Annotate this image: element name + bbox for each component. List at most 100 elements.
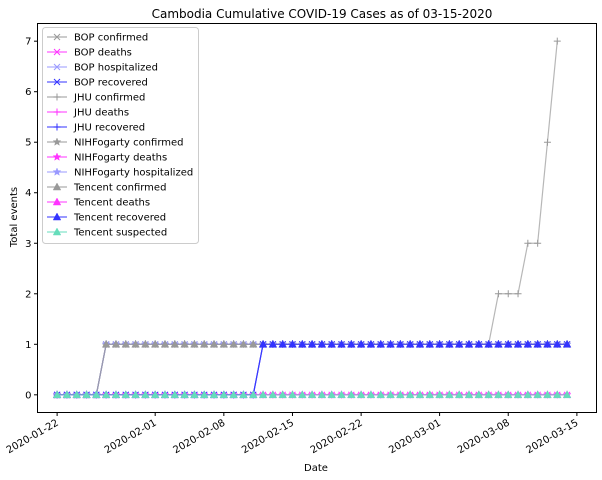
series-bop-hospitalized [53, 340, 571, 399]
series-line-nihfogarty-confirmed [57, 343, 568, 396]
data-point [386, 390, 395, 399]
legend-entry-tencent-suspected: Tencent suspected [47, 227, 167, 239]
series-line-bop-confirmed [57, 343, 568, 396]
legend-swatch-marker [53, 33, 61, 41]
data-point [405, 390, 415, 399]
data-point [484, 390, 493, 399]
y-tick-label: 0 [25, 390, 31, 401]
data-point [219, 339, 229, 348]
plot-frame [37, 23, 597, 413]
legend-swatch-marker [52, 182, 62, 191]
data-point [180, 390, 189, 399]
data-point [337, 339, 346, 348]
data-point [415, 339, 425, 348]
data-point [101, 339, 111, 348]
data-point [209, 339, 219, 348]
data-point [249, 339, 258, 348]
data-point [62, 390, 72, 399]
legend-entry-bop-deaths: BOP deaths [47, 48, 132, 59]
data-point [111, 390, 121, 399]
x-tick-label: 2020-03-15 [525, 418, 581, 457]
series-line-nihfogarty-hospitalized [57, 343, 568, 396]
data-point [278, 390, 287, 399]
data-point [405, 339, 415, 348]
legend-entry-jhu-confirmed: JHU confirmed [47, 93, 145, 104]
data-point [317, 390, 327, 399]
legend-label: BOP deaths [74, 48, 132, 59]
legend-label: NIHFogarty confirmed [74, 138, 184, 149]
legend-label: JHU confirmed [73, 93, 145, 104]
data-point [190, 339, 199, 348]
x-tick-label: 2020-02-01 [103, 418, 159, 457]
data-point [190, 390, 199, 399]
data-point [396, 339, 405, 348]
x-tick-label: 2020-03-01 [387, 418, 443, 457]
data-point [249, 390, 258, 399]
series-jhu-recovered [53, 340, 561, 399]
y-tick-label: 1 [25, 340, 31, 351]
data-point [199, 390, 209, 399]
data-point [278, 339, 287, 348]
x-tick-label: 2020-01-22 [5, 418, 61, 457]
legend-entry-jhu-deaths: JHU deaths [47, 108, 129, 119]
data-point [445, 390, 454, 399]
data-point [366, 390, 376, 399]
series-tencent-suspected [52, 390, 572, 399]
data-point [396, 390, 405, 399]
legend-swatch-marker [52, 227, 62, 236]
chart-title: Cambodia Cumulative COVID-19 Cases as of… [152, 7, 493, 21]
legend-entry-tencent-confirmed: Tencent confirmed [47, 182, 166, 194]
y-axis-title: Total events [9, 187, 20, 248]
data-point [504, 390, 513, 399]
data-point [258, 339, 268, 348]
data-point [366, 339, 376, 348]
data-point [464, 390, 474, 399]
series-bop-confirmed [53, 340, 571, 399]
legend-swatch-marker [53, 48, 61, 56]
data-point [258, 390, 268, 399]
legend-box [42, 27, 199, 244]
data-point [534, 239, 542, 247]
data-point [543, 138, 551, 146]
series-line-bop-recovered [57, 343, 568, 396]
legend-entry-tencent-deaths: Tencent deaths [47, 197, 150, 209]
data-point [229, 390, 238, 399]
data-point [141, 339, 150, 348]
y-tick-label: 7 [25, 37, 31, 48]
legend-label: BOP recovered [74, 78, 148, 89]
x-tick-label: 2020-02-15 [240, 418, 296, 457]
data-point [474, 390, 484, 399]
legend-entry-nihfogarty-hospitalized: NIHFogarty hospitalized [47, 167, 193, 179]
data-point [307, 390, 317, 399]
data-point [298, 339, 307, 348]
series-line-tencent-confirmed [57, 343, 568, 396]
legend-label: BOP confirmed [74, 33, 148, 44]
legend-swatch-marker [52, 152, 62, 161]
data-point [445, 339, 454, 348]
data-point [524, 239, 532, 247]
data-point [288, 390, 297, 399]
x-tick-label: 2020-03-08 [456, 418, 512, 457]
series-tencent-recovered [52, 339, 572, 399]
data-point [425, 339, 435, 348]
data-point [356, 339, 366, 348]
data-point [376, 339, 385, 348]
data-point [298, 390, 307, 399]
data-point [160, 339, 170, 348]
data-point [415, 390, 425, 399]
data-point [435, 339, 444, 348]
data-point [543, 390, 552, 399]
data-point [347, 390, 356, 399]
data-point [514, 290, 522, 298]
data-point [543, 339, 552, 348]
data-point [484, 339, 493, 348]
legend-label: Tencent confirmed [73, 183, 166, 194]
data-point [268, 390, 278, 399]
legend-swatch-marker [53, 63, 61, 71]
data-point [523, 339, 533, 348]
data-point [180, 339, 189, 348]
x-axis-title: Date [304, 463, 328, 474]
x-tick-label: 2020-02-08 [171, 418, 227, 457]
data-point [170, 390, 180, 399]
legend-entry-tencent-recovered: Tencent recovered [47, 212, 166, 224]
